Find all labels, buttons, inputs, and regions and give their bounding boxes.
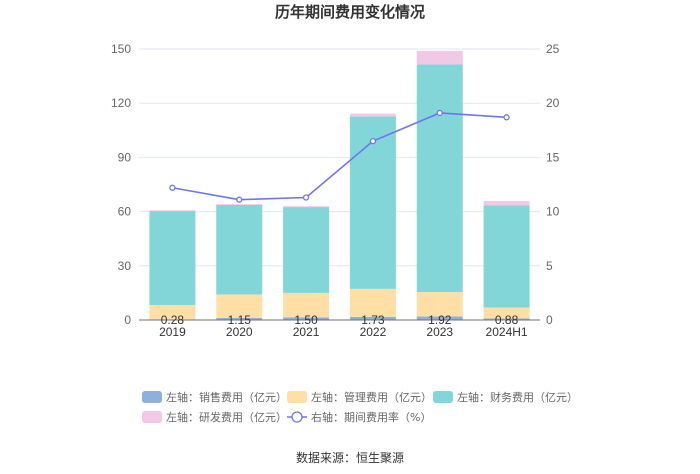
bar-segment (149, 211, 196, 306)
data-label: 1.15 (228, 313, 252, 327)
bars (149, 50, 530, 320)
left-tick-label: 150 (111, 42, 131, 56)
right-tick-label: 20 (546, 96, 560, 110)
legend-label: 左轴：销售费用（亿元） (166, 390, 287, 404)
bar-segment (283, 292, 330, 318)
bar-segment (416, 292, 463, 317)
left-tick-label: 30 (118, 259, 132, 273)
bar-segment (349, 113, 396, 117)
x-tick-label: 2022 (360, 325, 387, 339)
left-tick-label: 120 (111, 96, 131, 110)
legend-label: 右轴：期间费用率（%） (311, 410, 431, 424)
bar-segment (416, 316, 463, 320)
x-axis: 2019 2020 2021 2022 2023 2024H1 (159, 325, 528, 339)
right-tick-label: 10 (546, 205, 560, 219)
rate-point (369, 137, 377, 145)
data-label: 1.50 (294, 313, 318, 327)
legend-marker-icon (291, 411, 303, 423)
left-tick-label: 60 (118, 205, 132, 219)
x-tick-label: 2024H1 (486, 325, 528, 339)
legend-label: 左轴：管理费用（亿元） (311, 390, 432, 404)
data-label: 0.28 (161, 313, 185, 327)
legend-swatch-icon (433, 391, 453, 403)
rate-line (169, 109, 510, 203)
bar-segment (483, 318, 530, 320)
bar-segment (283, 206, 330, 208)
x-tick-label: 2020 (226, 325, 253, 339)
source-note: 数据来源：恒生聚源 (296, 450, 404, 465)
right-tick-label: 5 (546, 259, 553, 273)
right-axis: 0 5 10 15 20 25 (546, 42, 560, 327)
bar-segment (216, 294, 263, 318)
rate-point (436, 109, 443, 117)
bar-segment (216, 317, 263, 320)
bar-segment (349, 316, 396, 320)
legend-label: 左轴：研发费用（亿元） (166, 410, 287, 424)
data-labels: 0.28 1.15 1.50 1.73 1.92 0.88 (161, 313, 519, 327)
bar-segment (483, 307, 530, 319)
bar-segment (283, 207, 330, 293)
left-tick-label: 0 (124, 313, 131, 327)
x-tick-label: 2023 (426, 325, 453, 339)
bar-segment (216, 204, 263, 206)
right-tick-label: 0 (546, 313, 553, 327)
chart-title: 历年期间费用变化情况 (275, 3, 425, 21)
data-label: 0.88 (495, 313, 519, 327)
legend-label: 左轴：财务费用（亿元） (457, 390, 578, 404)
bar-segment (349, 288, 396, 317)
bar-segment (283, 317, 330, 320)
data-label: 1.92 (428, 313, 452, 327)
rate-point (503, 114, 510, 121)
bar-segment (149, 305, 196, 320)
left-axis: 0 30 60 90 120 150 (111, 42, 131, 327)
right-tick-label: 25 (546, 42, 560, 56)
bar-segment (216, 205, 263, 295)
x-tick-label: 2019 (159, 325, 186, 339)
bar-segment (483, 205, 530, 308)
bar-segment (416, 64, 463, 293)
bar-segment (483, 200, 530, 206)
right-tick-label: 15 (546, 150, 560, 164)
rate-point (302, 194, 310, 201)
data-label: 1.73 (361, 313, 385, 327)
left-tick-label: 90 (118, 150, 132, 164)
rate-point (169, 184, 176, 191)
grid (139, 48, 540, 267)
bar-segment (349, 116, 396, 289)
rate-line-path (172, 112, 507, 201)
bar-segment (149, 210, 196, 212)
rate-point (236, 196, 243, 203)
legend-swatch-icon (287, 391, 307, 403)
legend-swatch-icon (142, 391, 162, 403)
legend[interactable]: 左轴：销售费用（亿元） 左轴：管理费用（亿元） 左轴：财务费用（亿元） 左轴：研发费用… (142, 390, 578, 424)
bar-segment (416, 50, 463, 65)
legend-swatch-icon (142, 411, 162, 423)
x-tick-label: 2021 (293, 325, 320, 339)
